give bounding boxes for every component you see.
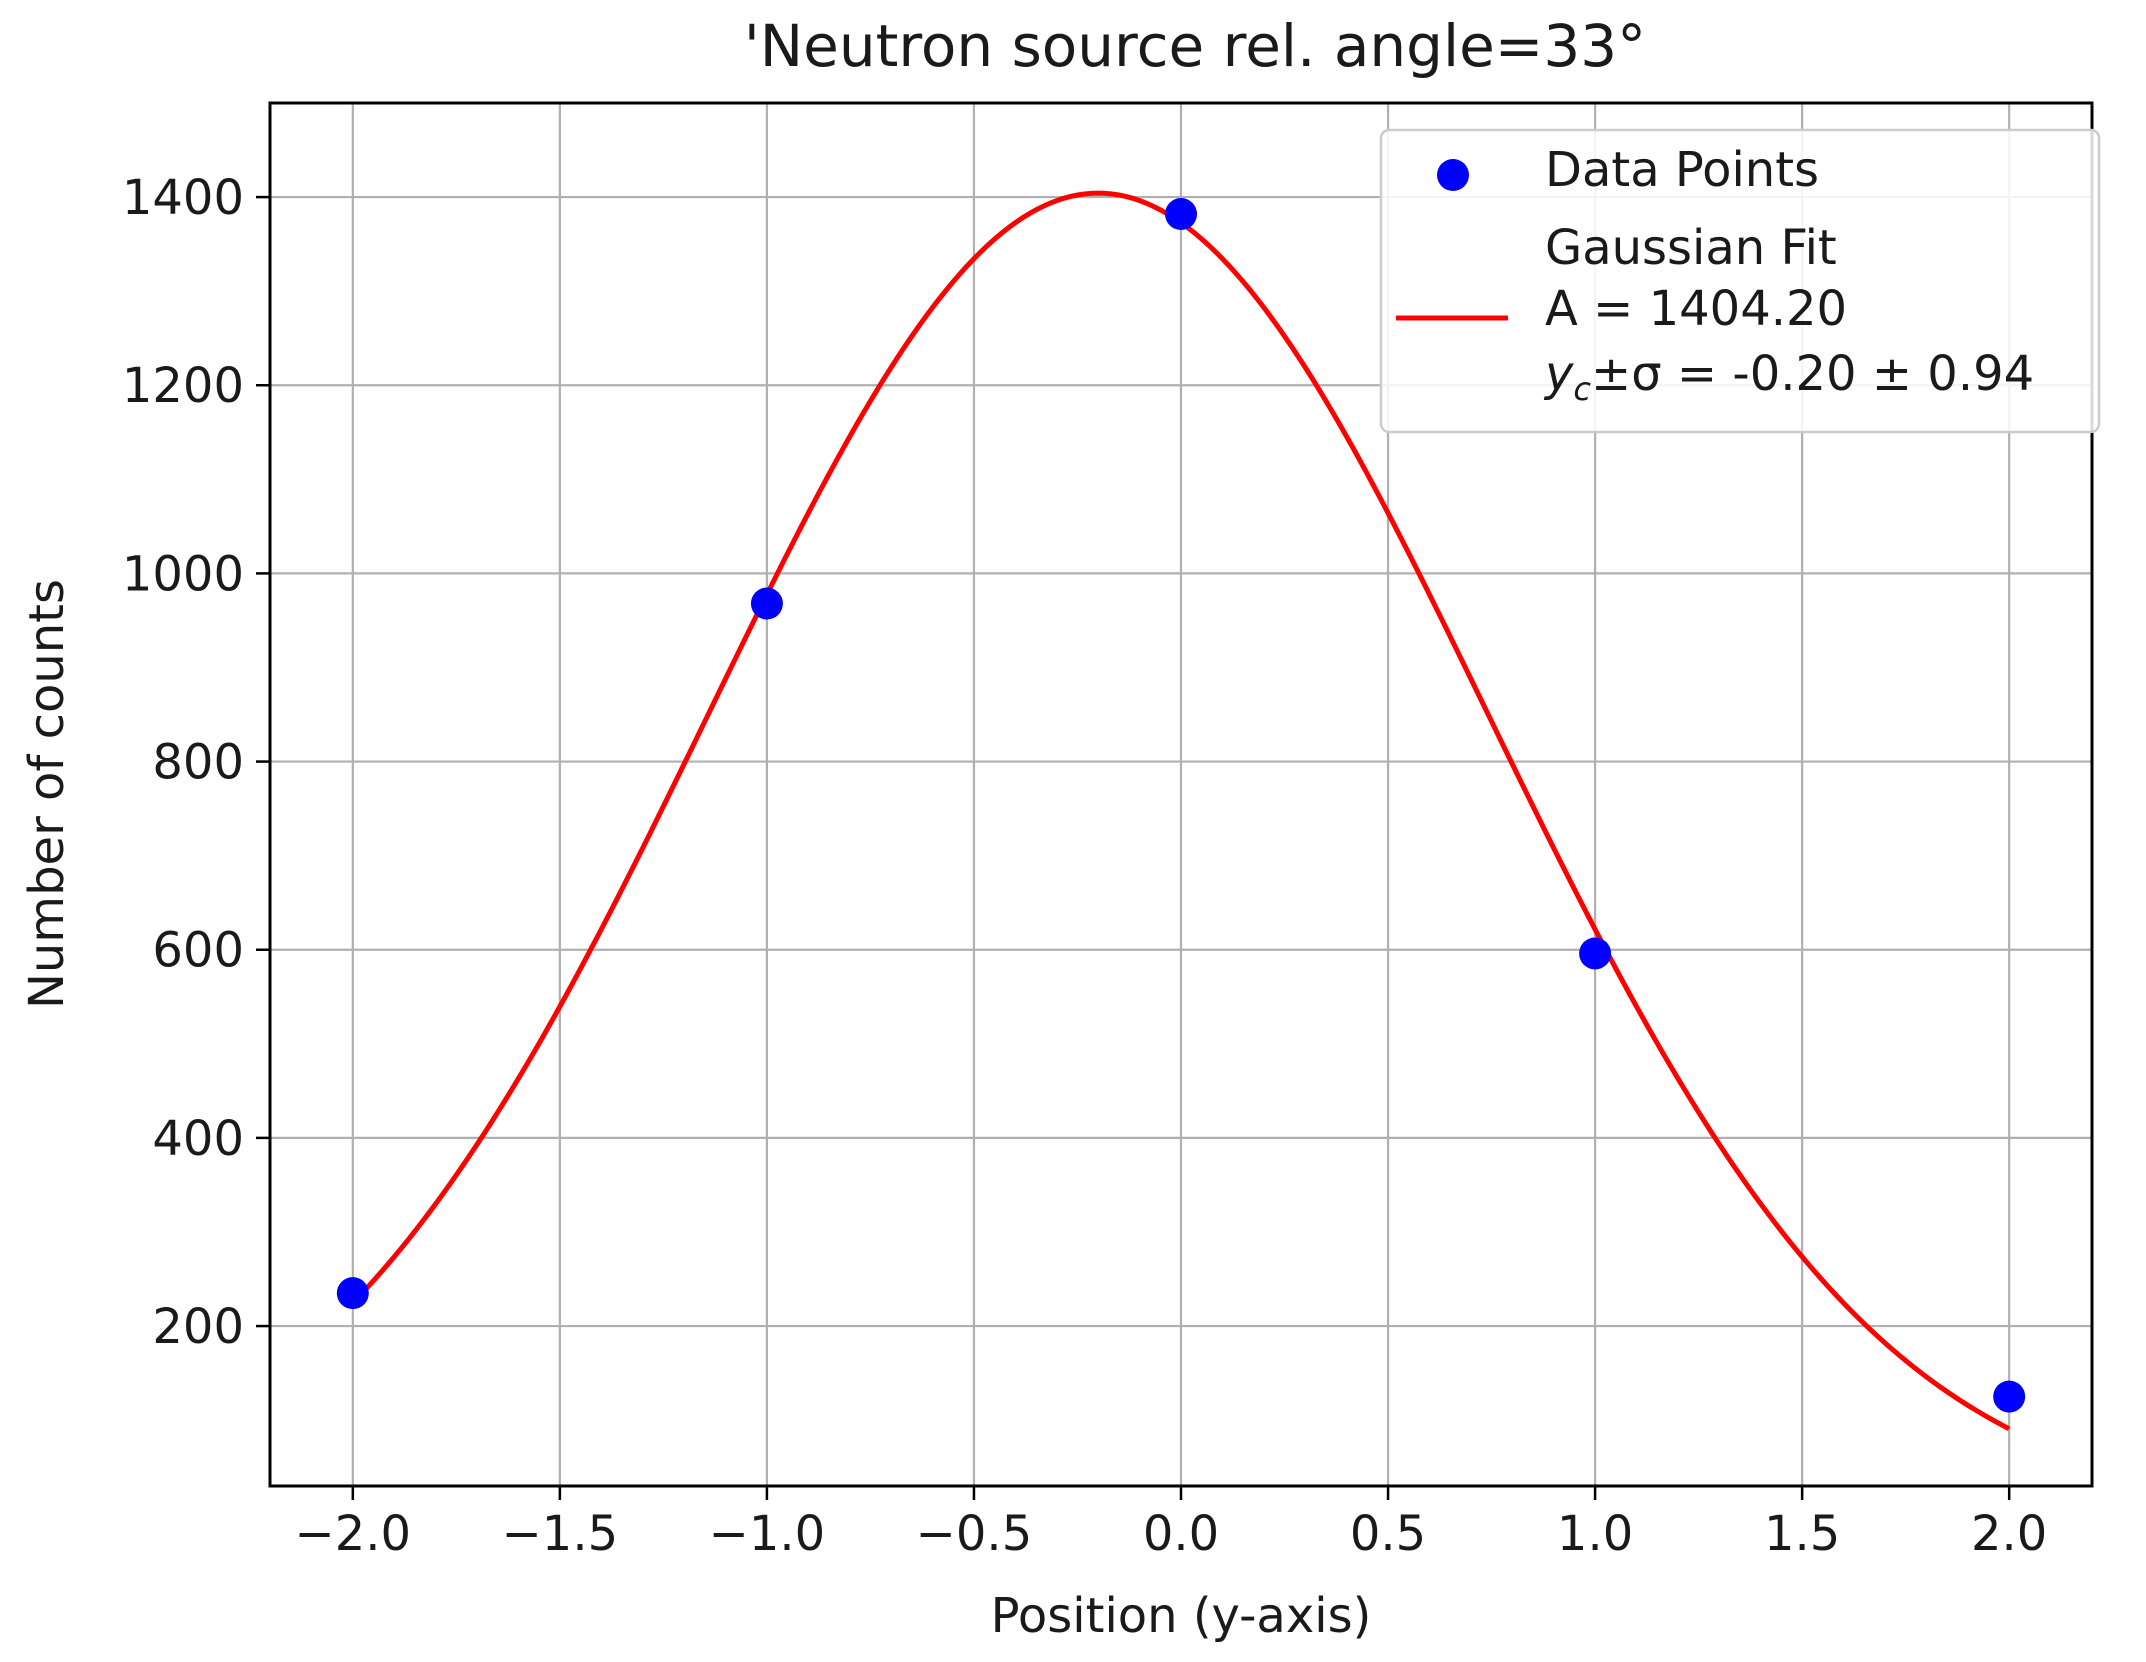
data-point <box>1165 198 1197 231</box>
data-point <box>336 1277 369 1310</box>
x-tick-label: 0.5 <box>1350 1506 1426 1562</box>
y-tick-label: 800 <box>152 735 244 791</box>
x-tick-label: 0.0 <box>1143 1506 1219 1562</box>
y-tick-label: 600 <box>152 923 244 979</box>
legend: Data Points Gaussian Fit A = 1404.20 yc±… <box>1379 128 2101 434</box>
x-tick-label: 2.0 <box>1971 1506 2047 1562</box>
x-axis-ticks: −2.0 −1.5 −1.0 −0.5 0.0 0.5 1.0 1.5 2.0 <box>295 1486 2047 1562</box>
legend-scatter-marker <box>1437 159 1469 191</box>
x-tick-label: 1.5 <box>1764 1506 1840 1562</box>
x-tick-label: −2.0 <box>295 1506 412 1562</box>
data-point <box>1993 1380 2026 1413</box>
legend-fit-amplitude: A = 1404.20 <box>1545 281 1847 337</box>
legend-fit-label: Gaussian Fit <box>1545 220 1837 276</box>
x-tick-label: −0.5 <box>916 1506 1033 1562</box>
data-point <box>750 587 783 620</box>
y-tick-label: 1400 <box>122 170 244 226</box>
y-tick-label: 1000 <box>122 546 244 602</box>
chart-title: 'Neutron source rel. angle=33° <box>744 12 1646 80</box>
x-tick-label: 1.0 <box>1557 1506 1633 1562</box>
data-points <box>336 198 2026 1413</box>
legend-box <box>1379 128 2101 434</box>
y-tick-label: 400 <box>152 1111 244 1167</box>
y-axis-ticks: 200 400 600 800 1000 1200 1400 <box>122 170 270 1355</box>
data-point <box>1579 937 1612 970</box>
x-tick-label: −1.5 <box>502 1506 619 1562</box>
y-tick-label: 1200 <box>122 358 244 414</box>
x-axis-label: Position (y-axis) <box>991 1588 1372 1644</box>
legend-scatter-label: Data Points <box>1545 142 1819 198</box>
y-tick-label: 200 <box>152 1299 244 1355</box>
y-axis-label: Number of counts <box>19 579 75 1009</box>
x-tick-label: −1.0 <box>709 1506 826 1562</box>
legend-fit-params: yc±σ = -0.20 ± 0.94 <box>1543 346 2034 408</box>
